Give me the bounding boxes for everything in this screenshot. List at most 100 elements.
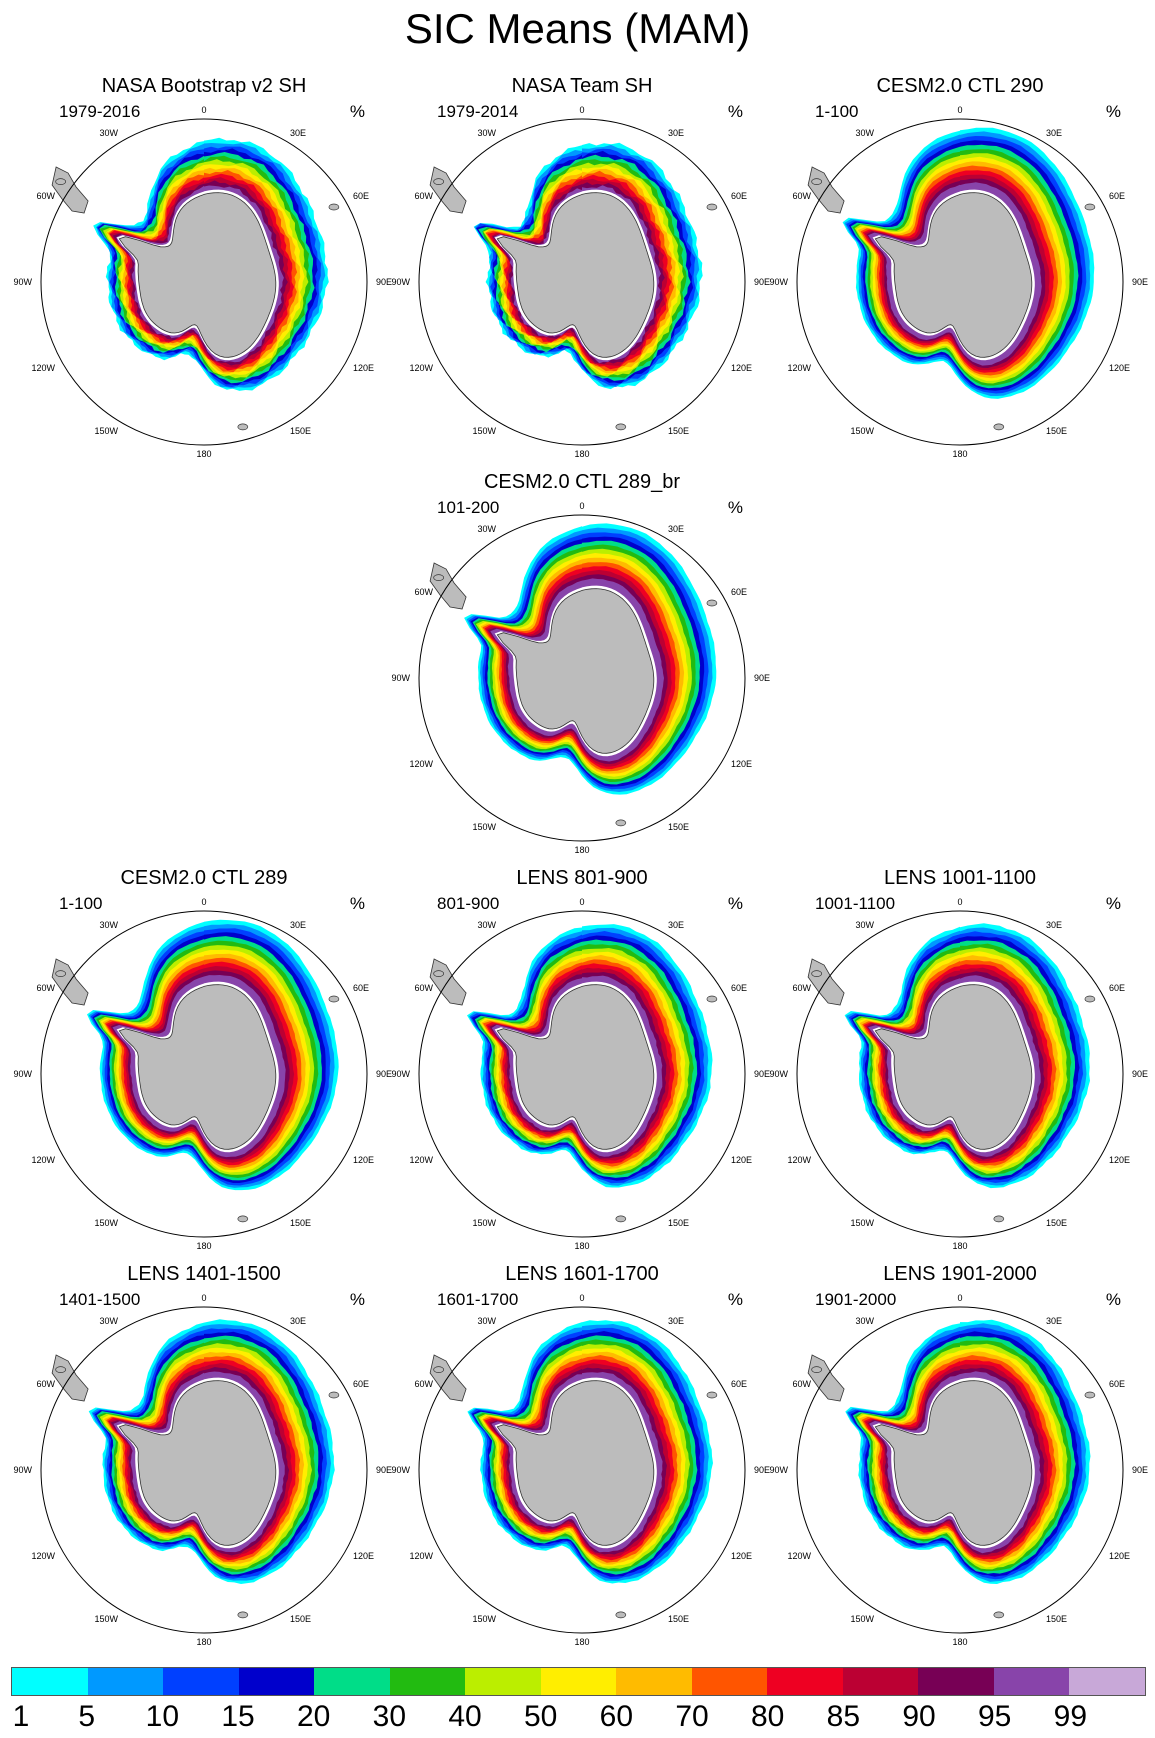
longitude-label: 30W (99, 1316, 118, 1326)
panel-title: CESM2.0 CTL 290 (876, 75, 1044, 97)
south-america-landmass (807, 958, 845, 1006)
longitude-label: 30E (1046, 920, 1062, 930)
panel-period: 1-100 (59, 894, 103, 913)
longitude-label: 30E (668, 128, 684, 138)
island (993, 1215, 1005, 1223)
longitude-label: 150W (472, 426, 496, 436)
colorbar (11, 1667, 1146, 1696)
panel-period: 1901-2000 (815, 1290, 897, 1309)
antarctica-landmass (874, 1380, 1033, 1546)
longitude-label: 0 (957, 897, 962, 907)
panel-unit: % (349, 1290, 365, 1309)
longitude-label: 90W (391, 1465, 410, 1475)
longitude-label: 90E (376, 277, 392, 287)
map-panel: NASA Team SH 1979-2014% 0 30E 60E 90E 120E 150E… (391, 73, 770, 465)
antarctica-landmass (118, 192, 277, 358)
panel-unit: % (1105, 102, 1121, 121)
panel-period: 1979-2014 (437, 102, 519, 121)
island (1084, 203, 1096, 211)
longitude-label: 60W (792, 983, 811, 993)
longitude-label: 60E (353, 191, 369, 201)
polar-map: 0 30E 60E 90E 120E 150E 180 150W 120W 90W 60W 30W (769, 897, 1148, 1251)
longitude-label: 90W (13, 277, 32, 287)
longitude-label: 30W (99, 128, 118, 138)
island (811, 178, 822, 185)
longitude-label: 120E (731, 759, 752, 769)
panel-period: 1-100 (815, 102, 859, 121)
panel-unit: % (727, 894, 743, 913)
longitude-label: 60E (353, 1379, 369, 1389)
panel-unit: % (1105, 894, 1121, 913)
island (706, 1391, 718, 1399)
longitude-label: 60W (36, 1379, 55, 1389)
south-america-landmass (51, 166, 89, 214)
longitude-label: 120W (31, 1155, 55, 1165)
longitude-label: 150W (472, 1614, 496, 1624)
colorbar-label: 5 (78, 1700, 95, 1733)
longitude-label: 180 (574, 845, 589, 855)
polar-map: 0 30E 60E 90E 120E 150E 180 150W 120W 90W 60W 30W (13, 105, 392, 459)
map-boundary (40, 910, 368, 1238)
longitude-label: 30W (477, 524, 496, 534)
island (1084, 1391, 1096, 1399)
longitude-label: 120E (731, 1155, 752, 1165)
longitude-label: 60E (731, 191, 747, 201)
panel-unit: % (727, 498, 743, 517)
longitude-label: 180 (574, 449, 589, 459)
panel-title: LENS 1601-1700 (505, 1263, 659, 1285)
longitude-label: 90E (754, 277, 770, 287)
longitude-label: 0 (201, 105, 206, 115)
colorbar-swatch (163, 1668, 239, 1695)
colorbar-label: 40 (448, 1700, 482, 1733)
longitude-label: 180 (952, 1637, 967, 1647)
colorbar-swatch (616, 1668, 692, 1695)
colorbar-label: 90 (902, 1700, 936, 1733)
longitude-label: 30W (477, 920, 496, 930)
longitude-label: 60W (414, 1379, 433, 1389)
longitude-label: 150E (1046, 426, 1067, 436)
antarctica-landmass (496, 588, 655, 754)
panel-title: CESM2.0 CTL 289 (120, 867, 288, 889)
island (615, 423, 627, 431)
longitude-label: 60E (1109, 191, 1125, 201)
longitude-label: 150W (94, 1614, 118, 1624)
longitude-label: 90E (376, 1069, 392, 1079)
longitude-label: 30E (290, 128, 306, 138)
longitude-label: 90E (1132, 277, 1148, 287)
longitude-label: 120E (731, 1551, 752, 1561)
longitude-label: 0 (957, 105, 962, 115)
longitude-label: 30W (477, 128, 496, 138)
longitude-label: 90E (754, 1465, 770, 1475)
longitude-label: 120E (1109, 1551, 1130, 1561)
colorbar-label: 70 (675, 1700, 709, 1733)
polar-map: 0 30E 60E 90E 120E 150E 180 150W 120W 90W 60W 30W (391, 105, 770, 459)
longitude-label: 0 (579, 1293, 584, 1303)
colorbar-swatch (540, 1668, 617, 1695)
panel-unit: % (727, 102, 743, 121)
longitude-label: 30E (668, 920, 684, 930)
longitude-label: 60W (414, 983, 433, 993)
longitude-label: 0 (579, 501, 584, 511)
longitude-label: 0 (579, 105, 584, 115)
colorbar-swatch (314, 1668, 390, 1695)
longitude-label: 120E (1109, 363, 1130, 373)
colorbar-swatch (12, 1668, 88, 1695)
longitude-label: 60E (1109, 983, 1125, 993)
longitude-label: 150E (1046, 1614, 1067, 1624)
panel-unit: % (727, 1290, 743, 1309)
longitude-label: 30E (290, 920, 306, 930)
longitude-label: 150E (290, 1218, 311, 1228)
colorbar-swatch (993, 1668, 1070, 1695)
south-america-landmass (807, 166, 845, 214)
colorbar-label: 30 (372, 1700, 407, 1733)
longitude-label: 30E (1046, 1316, 1062, 1326)
south-america-landmass (51, 958, 89, 1006)
polar-map: 0 30E 60E 90E 120E 150E 180 150W 120W 90W 60W 30W (391, 1293, 770, 1647)
map-panel: LENS 1001-1100 1001-1100% 0 30E 60E 90E 120E 15… (769, 865, 1148, 1257)
panel-period: 1401-1500 (59, 1290, 141, 1309)
longitude-label: 90E (754, 673, 770, 683)
longitude-label: 30E (668, 1316, 684, 1326)
polar-map: 0 30E 60E 90E 120E 150E 180 150W 120W 90W 60W 30W (769, 1293, 1148, 1647)
island (237, 1215, 249, 1223)
longitude-label: 90W (13, 1069, 32, 1079)
